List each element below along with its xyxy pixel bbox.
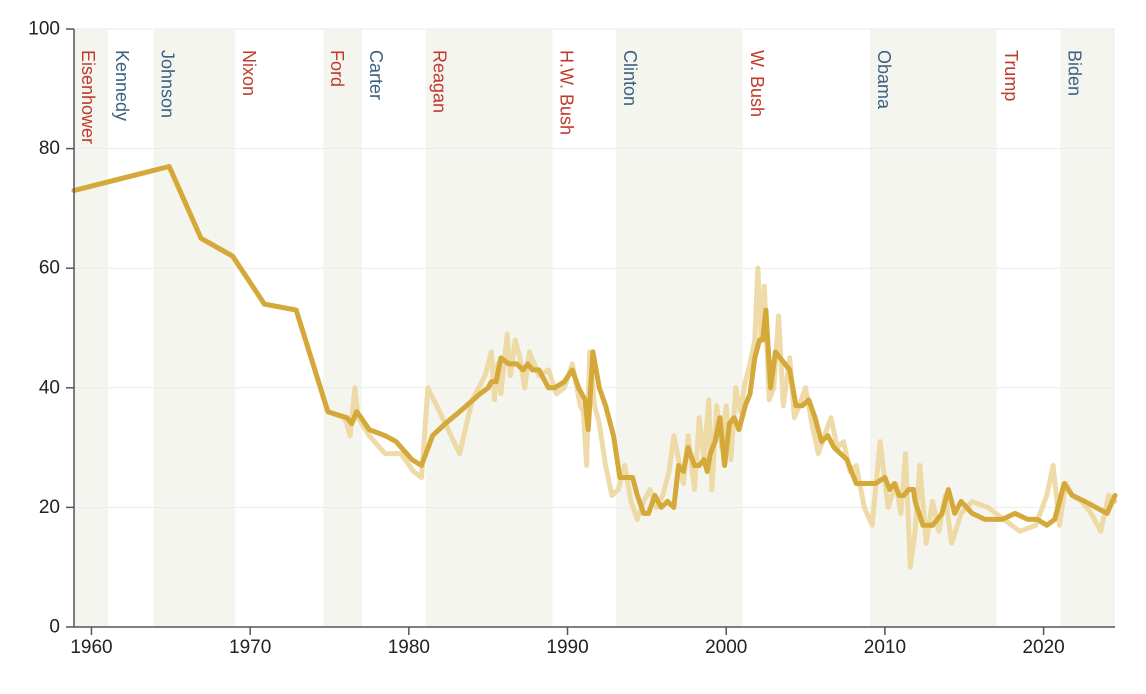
trend-series-line xyxy=(71,164,1118,528)
x-tick-label-2020: 2020 xyxy=(1022,637,1064,658)
x-tick-label-1990: 1990 xyxy=(546,637,588,658)
term-band-reagan xyxy=(425,29,553,627)
president-term-bands xyxy=(74,29,1115,627)
president-label-h-w-bush: H.W. Bush xyxy=(556,50,576,135)
president-label-johnson: Johnson xyxy=(157,50,177,118)
y-tick-label-0: 0 xyxy=(49,617,60,638)
president-name-labels: Eisenhower Kennedy Johnson Nixon Ford Carter R… xyxy=(78,50,1084,144)
y-tick-label-100: 100 xyxy=(28,19,60,40)
y-tick-label-20: 20 xyxy=(39,497,60,518)
x-tick-label-1960: 1960 xyxy=(70,637,112,658)
president-label-eisenhower: Eisenhower xyxy=(78,50,98,144)
axis-tick-labels: 0 20 40 60 80 100 1960 1970 1980 1990 2000 2010 2020 xyxy=(28,19,1064,659)
president-label-nixon: Nixon xyxy=(239,50,259,96)
y-tick-label-60: 60 xyxy=(39,258,60,279)
president-label-reagan: Reagan xyxy=(429,50,449,113)
x-tick-label-1970: 1970 xyxy=(229,637,271,658)
term-band-ford xyxy=(323,29,363,627)
data-series xyxy=(71,164,1118,570)
president-label-carter: Carter xyxy=(366,50,386,100)
term-band-obama xyxy=(869,29,997,627)
chart-axes xyxy=(73,29,1115,628)
x-tick-label-1980: 1980 xyxy=(388,637,430,658)
president-label-obama: Obama xyxy=(874,50,894,110)
x-tick-label-2010: 2010 xyxy=(864,637,906,658)
president-label-trump: Trump xyxy=(1001,50,1021,101)
term-band-johnson xyxy=(153,29,236,627)
x-tick-label-2000: 2000 xyxy=(705,637,747,658)
term-band-biden xyxy=(1060,29,1115,627)
y-tick-label-40: 40 xyxy=(39,377,60,398)
y-tick-label-80: 80 xyxy=(39,138,60,159)
president-label-kennedy: Kennedy xyxy=(112,50,132,121)
term-band-eisenhower xyxy=(74,29,109,627)
president-label-biden: Biden xyxy=(1064,50,1084,96)
president-label-w-bush: W. Bush xyxy=(747,50,767,117)
term-band-clinton xyxy=(615,29,743,627)
president-label-clinton: Clinton xyxy=(620,50,640,106)
president-label-ford: Ford xyxy=(327,50,347,87)
